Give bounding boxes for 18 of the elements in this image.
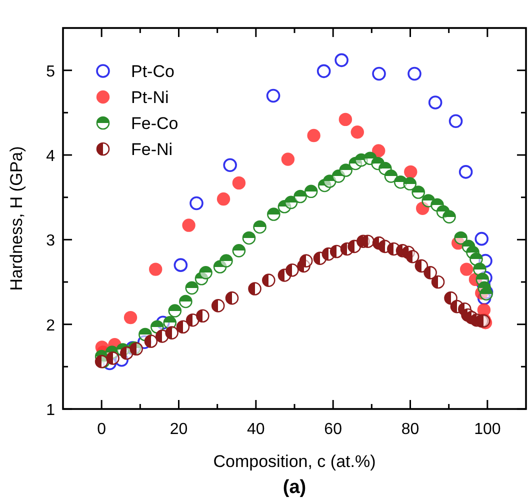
x-tick-label: 20 bbox=[170, 421, 188, 438]
legend-label: Fe-Co bbox=[131, 114, 178, 133]
x-tick-label: 0 bbox=[97, 421, 106, 438]
y-tick-label: 3 bbox=[46, 232, 56, 250]
text: (a) bbox=[282, 477, 306, 498]
legend-label: Pt-Co bbox=[131, 62, 174, 81]
legend-label: Fe-Ni bbox=[131, 140, 173, 159]
y-tick-label: 2 bbox=[46, 317, 56, 334]
x-tick-label: 40 bbox=[247, 421, 265, 438]
y-tick-label: 4 bbox=[46, 148, 56, 165]
y-tick-label: 5 bbox=[46, 63, 56, 80]
y-axis-title: Hardness, H (GPa) bbox=[7, 146, 26, 291]
x-tick-label: 60 bbox=[324, 421, 342, 438]
legend-label: Pt-Ni bbox=[131, 88, 169, 107]
y-tick-label: 1 bbox=[46, 402, 56, 419]
x-tick-label: 100 bbox=[474, 421, 501, 438]
x-tick-label: 80 bbox=[401, 421, 420, 438]
x-axis-title: Composition, c (at.%) bbox=[213, 452, 376, 471]
